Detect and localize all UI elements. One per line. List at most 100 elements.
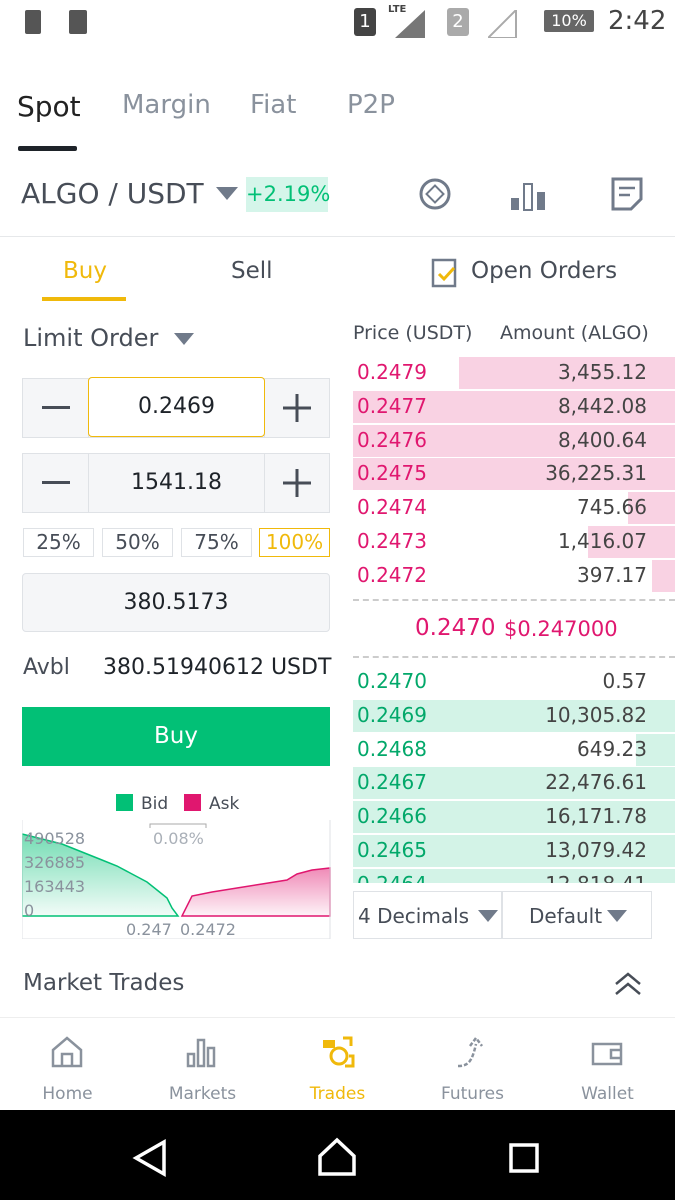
order-row[interactable]: 0.2476 8,400.64 (353, 424, 675, 457)
pair-name[interactable]: ALGO / USDT (21, 177, 204, 210)
total-field[interactable]: 380.5173 (22, 573, 330, 632)
divider (88, 453, 89, 513)
nav-item[interactable]: Wallet (540, 1018, 675, 1111)
depth-bar (353, 801, 675, 834)
order-row[interactable]: 0.2469 10,305.82 (353, 699, 675, 732)
amount: 8,442.08 (557, 393, 647, 418)
tab[interactable]: Fiat (250, 90, 297, 120)
decimals-select[interactable]: 4 Decimals (353, 891, 502, 939)
section-title: Market Trades (23, 970, 185, 996)
y-label: 163443 (24, 877, 86, 896)
avbl-label: Avbl (23, 655, 70, 680)
depth-bar (353, 835, 675, 867)
minus-button[interactable] (42, 406, 70, 409)
spread: 0.08% (153, 829, 204, 848)
dropdown[interactable] (174, 333, 194, 345)
mid-usd: $0.247000 (504, 617, 618, 641)
plus-button[interactable] (283, 469, 311, 497)
nav-item[interactable]: Markets (135, 1018, 270, 1111)
nav-label: Futures (441, 1084, 504, 1104)
price: 0.2466 (357, 804, 427, 829)
order-row[interactable]: 0.2472 397.17 (353, 559, 675, 592)
order-row[interactable]: 0.2466 16,171.78 (353, 801, 675, 834)
mid-price: 0.2470 (415, 615, 496, 641)
price: 0.2475 (357, 461, 427, 486)
depth-bar (353, 424, 675, 457)
collapse-button[interactable] (614, 972, 642, 996)
order-row[interactable]: 0.2470 0.57 (353, 666, 675, 698)
order-tab[interactable]: Open Orders (471, 258, 618, 284)
recents-button[interactable] (508, 1142, 542, 1176)
icon[interactable] (509, 176, 549, 212)
order-type[interactable]: Limit Order (23, 324, 159, 352)
y-label: 0 (24, 901, 35, 920)
amount: 0.57 (602, 669, 647, 693)
amount: 649.23 (577, 736, 647, 761)
order-row[interactable]: 0.2475 36,225.31 (353, 458, 675, 491)
depth-bar (628, 492, 675, 525)
status-bar: 1 LTE 2 10% 2:42 (0, 0, 675, 45)
icon[interactable] (416, 176, 454, 212)
battery: 10% (544, 10, 594, 32)
amount-field[interactable]: 1541.18 (131, 470, 222, 495)
minus-button[interactable] (42, 481, 70, 484)
nav-label: Markets (168, 1084, 237, 1104)
amount: 1,416.07 (557, 529, 647, 553)
y-label: 326885 (24, 853, 86, 872)
tab[interactable]: Margin (122, 90, 211, 120)
order-row[interactable]: 0.2473 1,416.07 (353, 526, 675, 558)
order-tab[interactable]: Buy (63, 258, 107, 284)
percent-button[interactable]: 75% (181, 528, 252, 557)
tab-underline (42, 297, 126, 301)
nav-item[interactable]: Futures (405, 1018, 540, 1111)
order-row[interactable]: 0.2465 13,079.42 (353, 835, 675, 867)
order-row[interactable]: 0.2464 12,818.41 (353, 868, 675, 883)
percent-button[interactable]: 25% (23, 528, 94, 557)
tab-underline (18, 146, 77, 151)
order-row[interactable]: 0.2468 649.23 (353, 733, 675, 766)
sim2: 2 (447, 8, 469, 36)
dropdown[interactable] (216, 187, 238, 201)
amount: 13,079.42 (545, 838, 647, 862)
depth-bar (636, 733, 675, 766)
tab[interactable]: Spot (17, 90, 81, 123)
order-row[interactable]: 0.2479 3,455.12 (353, 357, 675, 389)
divider (0, 236, 675, 237)
dropdown (478, 910, 498, 922)
mode-select[interactable]: Default (502, 891, 652, 939)
price: 0.2469 (357, 702, 427, 727)
home-button[interactable] (316, 1136, 358, 1178)
nav-label: Wallet (581, 1084, 634, 1104)
nav-icon (186, 1038, 216, 1068)
avbl-value: 380.51940612 USDT (103, 655, 332, 680)
percent-button[interactable]: 100% (259, 528, 330, 557)
icon (431, 258, 457, 288)
amount-input (22, 453, 330, 513)
y-label: 490528 (24, 829, 86, 848)
plus-button[interactable] (283, 394, 311, 422)
order-row[interactable]: 0.2474 745.66 (353, 492, 675, 525)
amount: 22,476.61 (545, 770, 647, 795)
nav-item[interactable]: Trades (270, 1018, 405, 1111)
price-field[interactable]: 0.2469 (88, 377, 265, 437)
price: 0.2473 (357, 529, 427, 553)
price: 0.2470 (357, 669, 427, 693)
order-tab[interactable]: Sell (231, 258, 273, 284)
legend-label: Ask (209, 794, 240, 814)
buy-button[interactable]: Buy (22, 707, 330, 766)
back-button[interactable] (130, 1138, 170, 1178)
nav-item[interactable]: Home (0, 1018, 135, 1111)
sim1: 1 (354, 8, 376, 36)
order-row[interactable]: 0.2477 8,442.08 (353, 390, 675, 423)
divider (353, 656, 675, 658)
tab[interactable]: P2P (347, 90, 395, 120)
icon[interactable] (610, 176, 644, 212)
amount: 3,455.12 (557, 360, 647, 384)
order-row[interactable]: 0.2467 22,476.61 (353, 767, 675, 800)
nav-icon (457, 1035, 483, 1068)
dropdown (607, 910, 627, 922)
bottom-nav: Home Markets Trades Futures Wallet (0, 1017, 675, 1111)
percent-button[interactable]: 50% (102, 528, 173, 557)
nav-label: Trades (309, 1084, 366, 1104)
